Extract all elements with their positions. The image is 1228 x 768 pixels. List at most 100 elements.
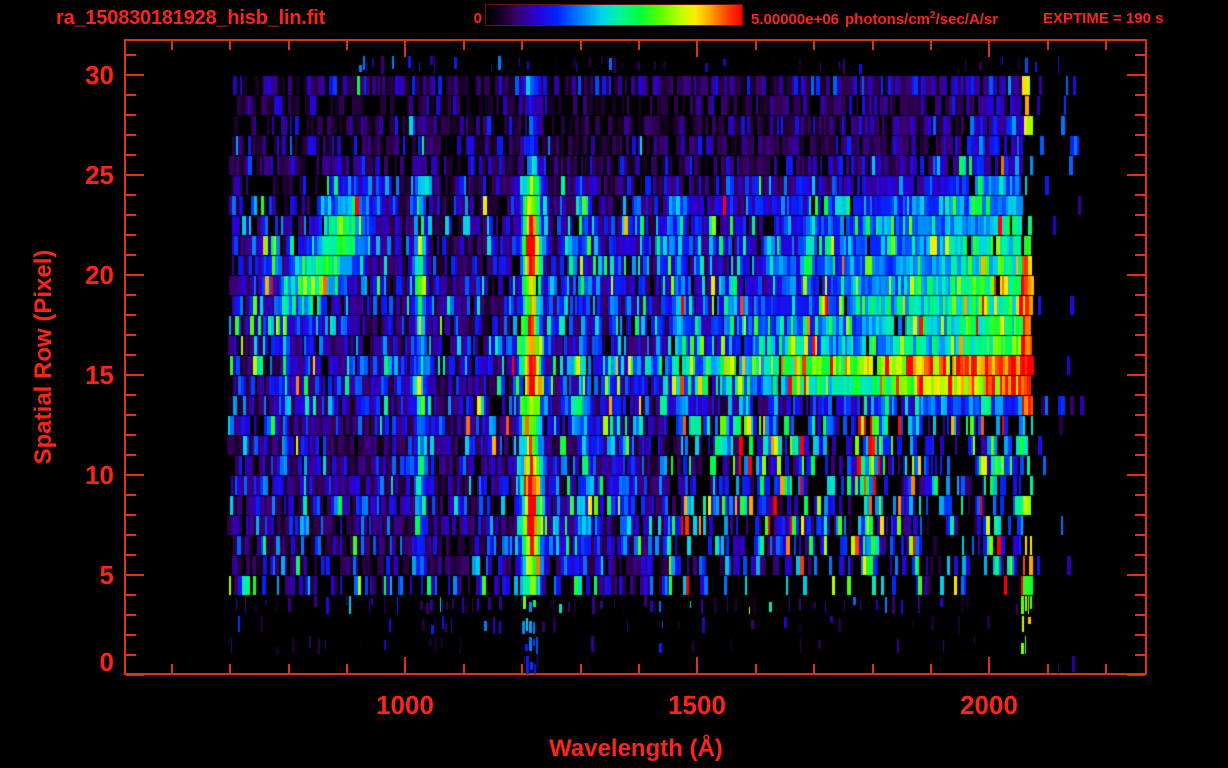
exptime-label: EXPTIME = 190 s bbox=[1043, 10, 1164, 27]
colorbar-max-label: 5.00000e+06 photons/cm2/sec/A/sr bbox=[751, 10, 998, 28]
y-minor-tick bbox=[1135, 94, 1145, 96]
x-minor-tick bbox=[288, 41, 290, 50]
y-tick-label: 20 bbox=[85, 260, 114, 290]
x-minor-tick bbox=[229, 664, 231, 673]
colorbar-units-superscript: 2 bbox=[930, 10, 936, 21]
y-minor-tick bbox=[126, 514, 136, 516]
y-minor-tick bbox=[126, 534, 136, 536]
x-tick-label: 1000 bbox=[376, 690, 434, 720]
x-minor-tick bbox=[171, 41, 173, 50]
y-minor-tick bbox=[1135, 554, 1145, 556]
colorbar-units-prefix: photons/cm bbox=[845, 11, 931, 28]
x-axis-title: Wavelength (Å) bbox=[549, 735, 723, 762]
y-major-tick bbox=[126, 374, 144, 376]
colorbar-units-suffix: /sec/A/sr bbox=[935, 11, 999, 28]
x-minor-tick bbox=[1105, 664, 1107, 673]
x-minor-tick bbox=[229, 41, 231, 50]
y-minor-tick bbox=[126, 294, 136, 296]
x-tick-label: 2000 bbox=[960, 690, 1018, 720]
x-minor-tick bbox=[930, 41, 932, 50]
x-major-tick bbox=[696, 657, 698, 673]
x-minor-tick bbox=[755, 664, 757, 673]
y-major-tick bbox=[1127, 74, 1145, 76]
y-minor-tick bbox=[1135, 494, 1145, 496]
x-major-tick bbox=[988, 657, 990, 673]
y-tick-label: 30 bbox=[85, 60, 114, 90]
x-minor-tick bbox=[463, 41, 465, 50]
y-minor-tick bbox=[126, 234, 136, 236]
y-major-tick bbox=[126, 574, 144, 576]
x-major-tick bbox=[696, 41, 698, 57]
y-minor-tick bbox=[1135, 214, 1145, 216]
heatmap-canvas bbox=[126, 41, 1145, 674]
y-minor-tick bbox=[126, 154, 136, 156]
y-minor-tick bbox=[1135, 594, 1145, 596]
x-minor-tick bbox=[346, 664, 348, 673]
y-minor-tick bbox=[126, 94, 136, 96]
x-minor-tick bbox=[930, 664, 932, 673]
y-minor-tick bbox=[1135, 314, 1145, 316]
y-minor-tick bbox=[126, 114, 136, 116]
x-minor-tick bbox=[1047, 664, 1049, 673]
y-minor-tick bbox=[126, 614, 136, 616]
x-major-tick bbox=[404, 41, 406, 57]
x-minor-tick bbox=[580, 41, 582, 50]
y-tick-label: 25 bbox=[85, 160, 114, 190]
y-minor-tick bbox=[126, 434, 136, 436]
y-major-tick bbox=[1127, 174, 1145, 176]
x-minor-tick bbox=[288, 664, 290, 673]
colorbar bbox=[485, 4, 743, 26]
y-minor-tick bbox=[126, 414, 136, 416]
x-minor-tick bbox=[521, 664, 523, 673]
y-minor-tick bbox=[1135, 194, 1145, 196]
y-major-tick bbox=[126, 674, 144, 676]
colorbar-min-label: 0 bbox=[473, 10, 482, 27]
y-minor-tick bbox=[126, 654, 136, 656]
x-minor-tick bbox=[872, 41, 874, 50]
colorbar-gradient-canvas bbox=[486, 5, 742, 25]
y-minor-tick bbox=[1135, 634, 1145, 636]
x-minor-tick bbox=[463, 664, 465, 673]
y-tick-label: 10 bbox=[85, 460, 114, 490]
x-minor-tick bbox=[813, 664, 815, 673]
x-minor-tick bbox=[755, 41, 757, 50]
y-minor-tick bbox=[126, 134, 136, 136]
x-major-tick bbox=[404, 657, 406, 673]
y-major-tick bbox=[126, 274, 144, 276]
y-minor-tick bbox=[126, 194, 136, 196]
x-minor-tick bbox=[638, 41, 640, 50]
y-minor-tick bbox=[1135, 114, 1145, 116]
y-minor-tick bbox=[126, 334, 136, 336]
y-minor-tick bbox=[1135, 614, 1145, 616]
y-minor-tick bbox=[1135, 514, 1145, 516]
x-minor-tick bbox=[638, 664, 640, 673]
y-minor-tick bbox=[126, 394, 136, 396]
y-minor-tick bbox=[126, 354, 136, 356]
y-tick-label: 5 bbox=[99, 560, 114, 590]
x-tick-label: 1500 bbox=[668, 690, 726, 720]
plot-frame bbox=[124, 39, 1147, 675]
x-minor-tick bbox=[1105, 41, 1107, 50]
y-minor-tick bbox=[126, 634, 136, 636]
y-minor-tick bbox=[126, 494, 136, 496]
y-major-tick bbox=[1127, 274, 1145, 276]
y-major-tick bbox=[126, 474, 144, 476]
y-minor-tick bbox=[1135, 394, 1145, 396]
y-minor-tick bbox=[1135, 434, 1145, 436]
x-minor-tick bbox=[171, 664, 173, 673]
x-major-tick bbox=[988, 41, 990, 57]
y-minor-tick bbox=[126, 254, 136, 256]
y-major-tick bbox=[1127, 574, 1145, 576]
y-minor-tick bbox=[1135, 354, 1145, 356]
y-axis-title: Spatial Row (Pixel) bbox=[30, 249, 57, 465]
y-major-tick bbox=[1127, 474, 1145, 476]
y-minor-tick bbox=[1135, 154, 1145, 156]
y-minor-tick bbox=[1135, 234, 1145, 236]
y-minor-tick bbox=[126, 214, 136, 216]
x-minor-tick bbox=[813, 41, 815, 50]
colorbar-max-value: 5.00000e+06 bbox=[751, 11, 840, 28]
x-minor-tick bbox=[521, 41, 523, 50]
y-minor-tick bbox=[126, 454, 136, 456]
y-major-tick bbox=[126, 174, 144, 176]
